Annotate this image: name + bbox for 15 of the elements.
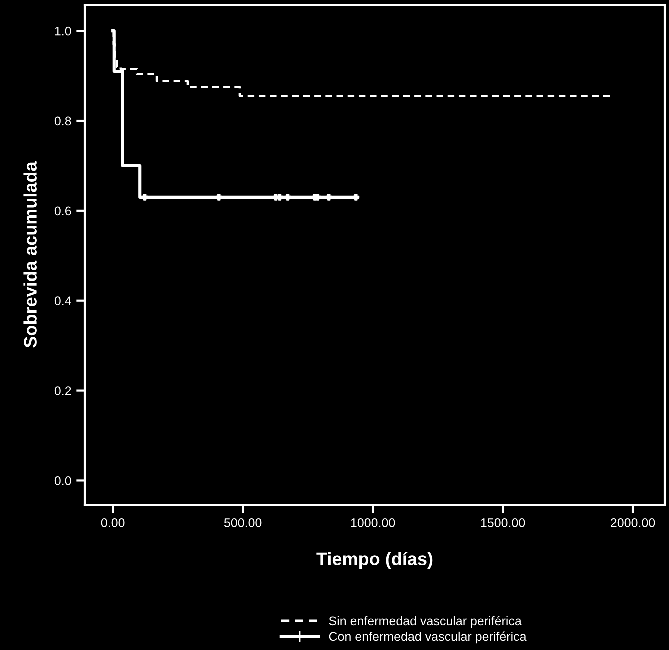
y-tick-label: 0.4 [54, 296, 72, 306]
y-axis-title: Sobrevida acumulada [24, 162, 37, 348]
x-tick-label: 1000.00 [351, 518, 396, 528]
legend-label: Con enfermedad vascular periférica [329, 632, 527, 644]
y-tick-label: 1.0 [55, 26, 72, 36]
y-tick-label: 0.6 [54, 206, 72, 216]
y-tick-label: 0.8 [54, 116, 72, 126]
x-tick-label: 2000.00 [611, 518, 656, 528]
y-tick-label: 0.0 [54, 476, 72, 486]
y-tick-label: 0.2 [54, 386, 72, 396]
legend-label: Sin enfermedad vascular periférica [329, 616, 522, 628]
x-axis-title: Tiempo (días) [316, 552, 433, 570]
x-tick-label: 1500.00 [481, 518, 526, 528]
x-tick-label: 500.00 [224, 518, 262, 528]
x-tick-label: 0.00 [101, 518, 125, 528]
